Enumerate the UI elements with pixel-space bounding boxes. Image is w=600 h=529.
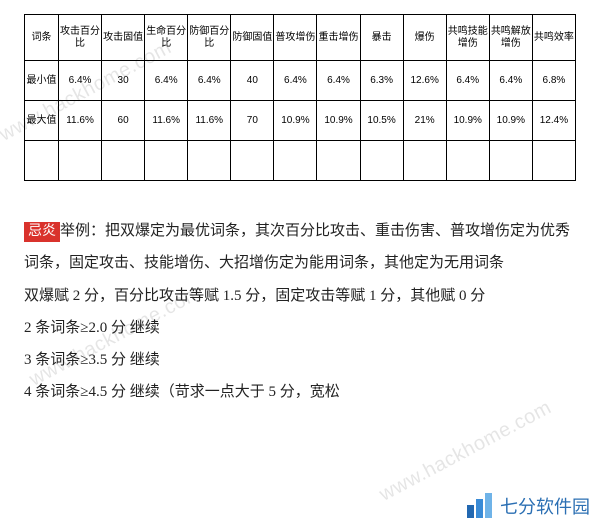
col-header: 防御固值 — [231, 15, 274, 61]
cell: 10.9% — [274, 101, 317, 141]
blank-cell — [274, 141, 317, 181]
cell: 6.4% — [188, 61, 231, 101]
cell: 10.9% — [317, 101, 360, 141]
cell: 6.4% — [145, 61, 188, 101]
table-row: 最大值11.6%6011.6%11.6%7010.9%10.9%10.5%21%… — [25, 101, 576, 141]
col-header: 共鸣效率 — [532, 15, 575, 61]
cell: 11.6% — [59, 101, 102, 141]
blank-cell — [102, 141, 145, 181]
cell: 6.4% — [446, 61, 489, 101]
cell: 40 — [231, 61, 274, 101]
blank-cell — [145, 141, 188, 181]
blank-cell — [403, 141, 446, 181]
cell: 10.5% — [360, 101, 403, 141]
cell: 6.3% — [360, 61, 403, 101]
cell: 6.4% — [274, 61, 317, 101]
blank-cell — [360, 141, 403, 181]
cell: 6.4% — [59, 61, 102, 101]
blank-cell — [532, 141, 575, 181]
brand-text: 七分软件园 — [500, 493, 590, 519]
stat-table: 词条攻击百分比攻击固值生命百分比防御百分比防御固值普攻增伤重击增伤暴击爆伤共鸣技… — [24, 14, 576, 181]
cell: 6.4% — [317, 61, 360, 101]
col-header: 重击增伤 — [317, 15, 360, 61]
cell: 60 — [102, 101, 145, 141]
col-header: 攻击百分比 — [59, 15, 102, 61]
table-blank-row — [25, 141, 576, 181]
para-3: 2 条词条≥2.0 分 继续 — [24, 312, 576, 344]
blank-cell — [59, 141, 102, 181]
col-header: 攻击固值 — [102, 15, 145, 61]
para-2: 双爆赋 2 分，百分比攻击等赋 1.5 分，固定攻击等赋 1 分，其他赋 0 分 — [24, 280, 576, 312]
col-header: 普攻增伤 — [274, 15, 317, 61]
para-1: 忌炎举例：把双爆定为最优词条，其次百分比攻击、重击伤害、普攻增伤定为优秀词条，固… — [24, 215, 576, 280]
col-header: 暴击 — [360, 15, 403, 61]
brand-logo-icon — [464, 491, 494, 521]
cell: 11.6% — [188, 101, 231, 141]
para-5: 4 条词条≥4.5 分 继续（苛求一点大于 5 分，宽松 — [24, 376, 576, 408]
blank-cell — [188, 141, 231, 181]
blank-cell — [25, 141, 59, 181]
col-header: 爆伤 — [403, 15, 446, 61]
para-1-text: 举例：把双爆定为最优词条，其次百分比攻击、重击伤害、普攻增伤定为优秀词条，固定攻… — [24, 223, 570, 271]
row-header-label: 词条 — [25, 15, 59, 61]
table-row: 最小值6.4%306.4%6.4%406.4%6.4%6.3%12.6%6.4%… — [25, 61, 576, 101]
blank-cell — [231, 141, 274, 181]
cell: 6.8% — [532, 61, 575, 101]
col-header: 防御百分比 — [188, 15, 231, 61]
character-tag: 忌炎 — [24, 222, 60, 242]
cell: 12.6% — [403, 61, 446, 101]
cell: 10.9% — [446, 101, 489, 141]
blank-cell — [489, 141, 532, 181]
col-header: 共鸣技能增伤 — [446, 15, 489, 61]
cell: 12.4% — [532, 101, 575, 141]
cell: 30 — [102, 61, 145, 101]
row-label: 最大值 — [25, 101, 59, 141]
cell: 70 — [231, 101, 274, 141]
cell: 11.6% — [145, 101, 188, 141]
brand-badge: 七分软件园 — [464, 491, 590, 521]
cell: 21% — [403, 101, 446, 141]
blank-cell — [317, 141, 360, 181]
para-4: 3 条词条≥3.5 分 继续 — [24, 344, 576, 376]
cell: 10.9% — [489, 101, 532, 141]
row-label: 最小值 — [25, 61, 59, 101]
explanation-block: 忌炎举例：把双爆定为最优词条，其次百分比攻击、重击伤害、普攻增伤定为优秀词条，固… — [24, 215, 576, 409]
blank-cell — [446, 141, 489, 181]
table-header-row: 词条攻击百分比攻击固值生命百分比防御百分比防御固值普攻增伤重击增伤暴击爆伤共鸣技… — [25, 15, 576, 61]
col-header: 共鸣解放增伤 — [489, 15, 532, 61]
cell: 6.4% — [489, 61, 532, 101]
col-header: 生命百分比 — [145, 15, 188, 61]
